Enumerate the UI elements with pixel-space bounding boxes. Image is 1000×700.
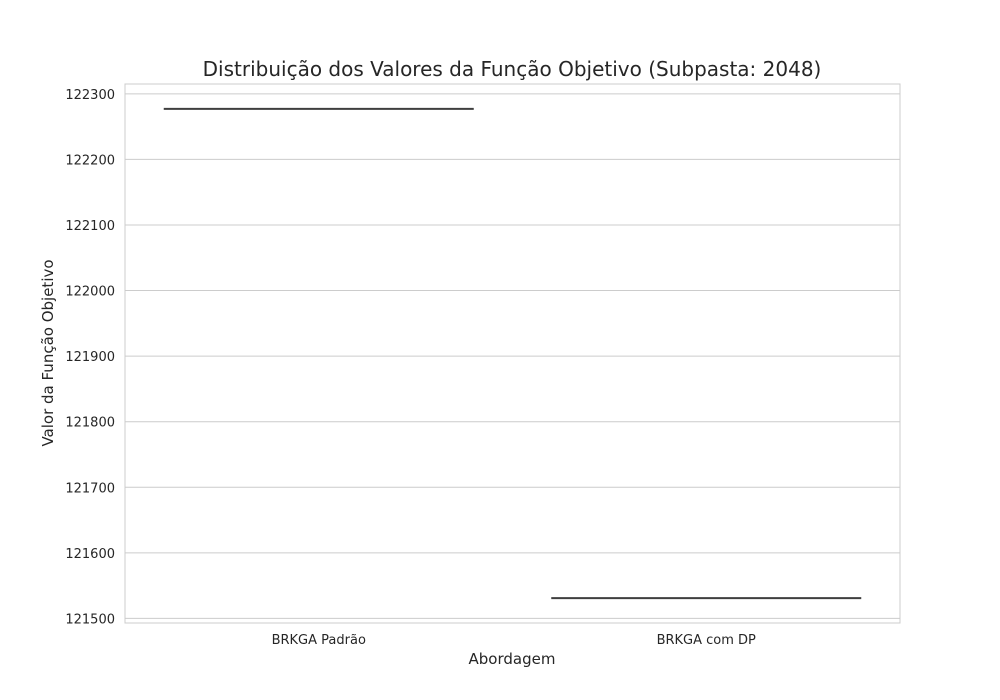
grid-lines [125,93,900,619]
y-tick-label: 121500 [65,612,115,627]
y-tick-label: 121700 [65,481,115,496]
x-axis-label: Abordagem [469,650,556,668]
data-marks [163,107,862,600]
y-tick-labels: 121500 121600 121700 121800 121900 122000 1221… [65,88,115,628]
x-tick-label: BRKGA com DP [657,633,756,648]
y-tick-label: 121800 [65,416,115,431]
y-tick-label: 121900 [65,350,115,365]
y-tick-label: 122200 [65,153,115,168]
y-tick-label: 122000 [65,285,115,300]
chart-title: Distribuição dos Valores da Função Objet… [203,57,822,81]
y-tick-label: 121600 [65,547,115,562]
y-axis-label: Valor da Função Objetivo [39,259,57,446]
x-tick-label: BRKGA Padrão [272,633,366,648]
y-tick-label: 122300 [65,88,115,103]
x-tick-labels: BRKGA Padrão BRKGA com DP [272,633,756,648]
y-tick-label: 122100 [65,219,115,234]
plot-area-frame [124,83,901,624]
